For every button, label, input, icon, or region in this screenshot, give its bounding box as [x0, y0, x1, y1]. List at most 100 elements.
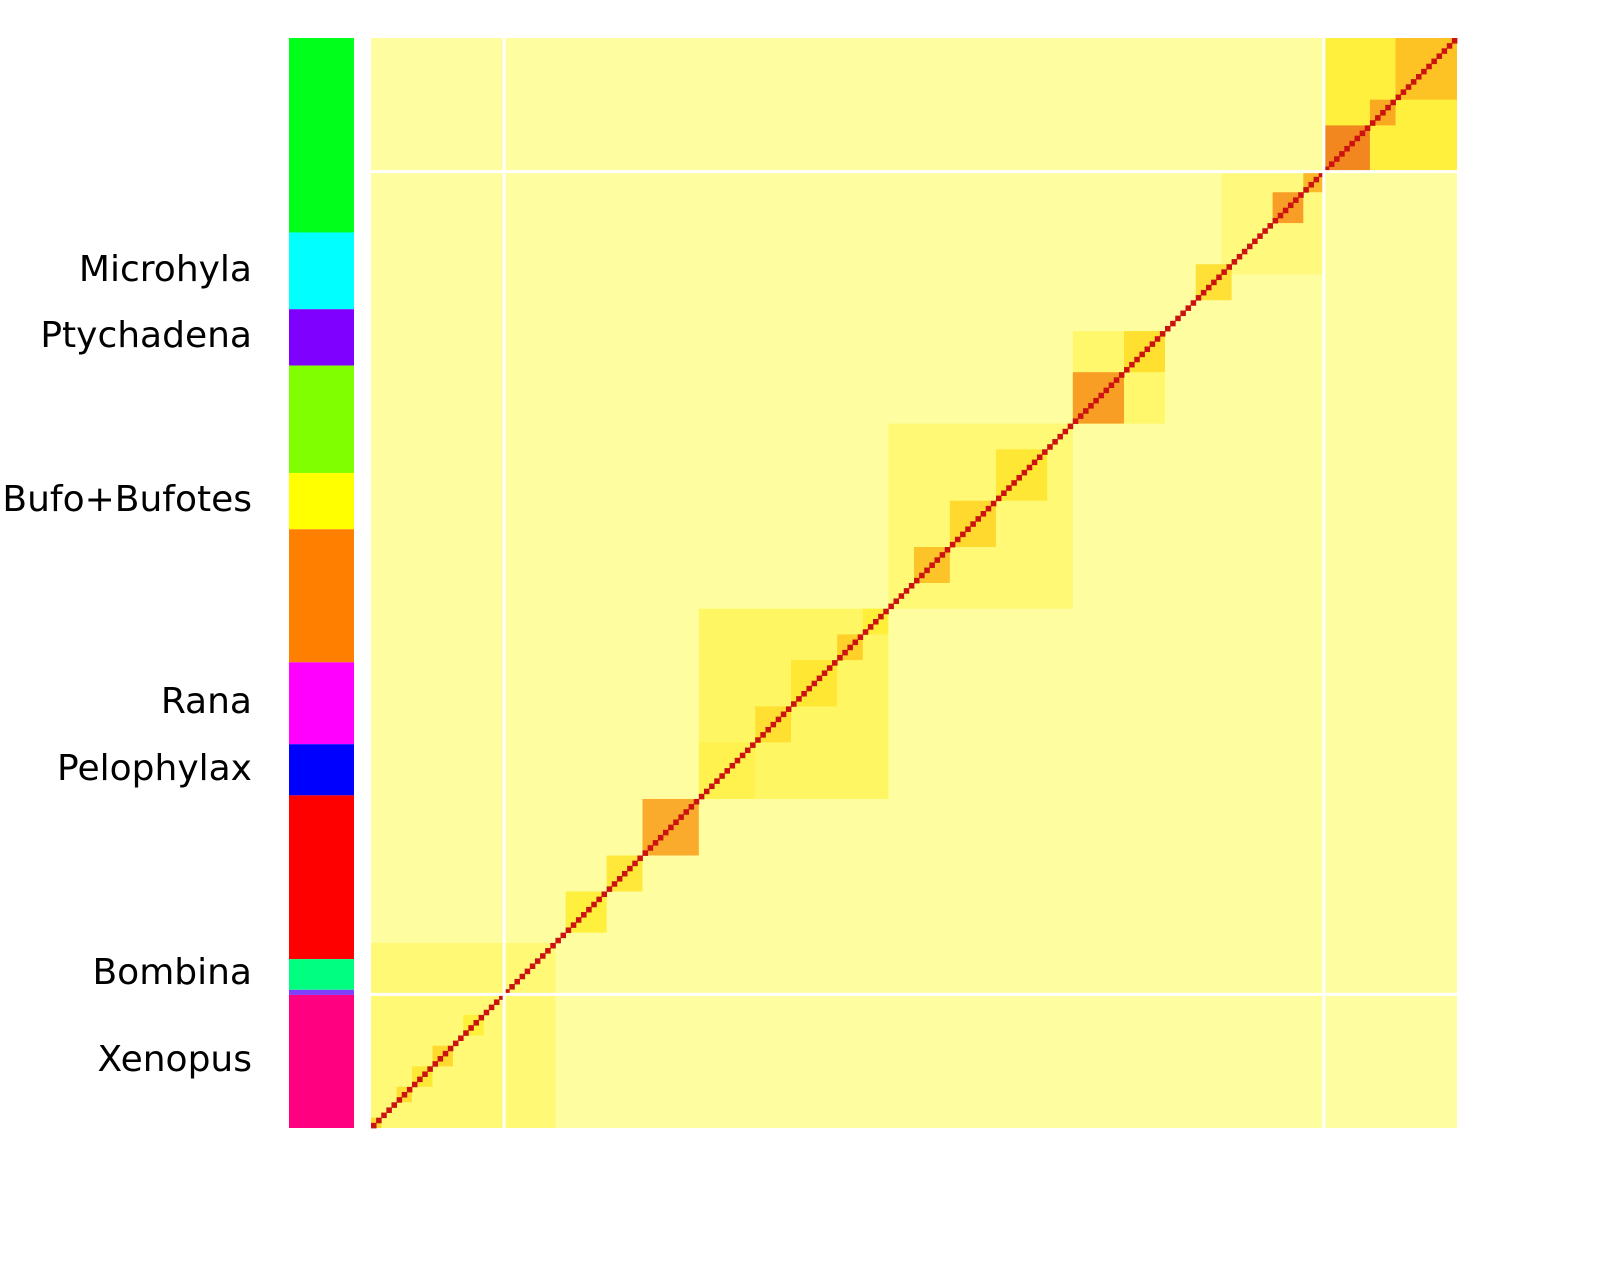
heatmap-diagonal-cell	[555, 937, 561, 944]
heatmap-diagonal-cell	[376, 1117, 382, 1124]
heatmap-diagonal-cell	[821, 670, 828, 676]
heatmap-diagonal-cell	[468, 1025, 474, 1031]
heatmap-diagonal-cell	[883, 608, 889, 615]
heatmap-diagonal-cell	[729, 762, 736, 769]
heatmap-diagonal-cell	[427, 1066, 433, 1072]
heatmap-diagonal-cell	[744, 747, 751, 754]
heatmap-diagonal-cell	[1124, 367, 1130, 373]
heatmap-diagonal-cell	[1446, 43, 1453, 49]
heatmap-diagonal-cell	[1226, 264, 1233, 270]
heatmap-diagonal-cell	[678, 814, 684, 820]
heatmap-diagonal-cell	[519, 973, 526, 980]
heatmap-diagonal-cell	[606, 886, 613, 892]
heatmap-diagonal-cell	[668, 824, 674, 831]
heatmap-diagonal-cell	[381, 1112, 387, 1119]
heatmap-diagonal-cell	[642, 850, 649, 856]
heatmap-diagonal-cell	[632, 860, 638, 867]
heatmap-diagonal-cell	[601, 891, 608, 898]
heatmap-diagonal-cell	[1221, 269, 1227, 275]
heatmap-separators	[371, 38, 1457, 1128]
heatmap-diagonal-cell	[755, 737, 761, 743]
group-label: Rana	[160, 681, 252, 723]
heatmap-diagonal-cell	[1349, 140, 1355, 147]
heatmap-diagonal-cell	[714, 778, 720, 784]
heatmap-diagonal-cell	[934, 557, 941, 563]
heatmap-diagonal-cell	[1252, 238, 1258, 245]
heatmap-diagonal-cell	[652, 840, 659, 846]
heatmap-diagonal	[371, 38, 1458, 1129]
heatmap-diagonal-cell	[1216, 274, 1222, 281]
group-bar-segment	[289, 309, 354, 366]
heatmap-diagonal-cell	[683, 809, 690, 815]
group-bar-segment	[289, 662, 354, 745]
heatmap-diagonal-cell	[1426, 63, 1432, 70]
heatmap-diagonal-cell	[1385, 104, 1391, 111]
heatmap-diagonal-cell	[1042, 449, 1048, 455]
heatmap-diagonal-cell	[1400, 89, 1407, 95]
heatmap-diagonal-cell	[816, 675, 823, 682]
heatmap-diagonal-cell	[791, 701, 797, 707]
heatmap-diagonal-cell	[1072, 418, 1079, 425]
heatmap-diagonal-cell	[750, 742, 756, 748]
heatmap-diagonal-cell	[1272, 217, 1279, 224]
heatmap-diagonal-cell	[499, 994, 505, 1000]
heatmap-diagonal-cell	[975, 516, 981, 522]
heatmap-diagonal-cell	[765, 726, 771, 733]
heatmap-diagonal-cell	[1190, 300, 1197, 306]
heatmap-diagonal-cell	[734, 757, 741, 764]
heatmap-diagonal-cell	[1318, 171, 1325, 178]
heatmap-diagonal-cell	[852, 639, 859, 646]
heatmap-diagonal-cell	[529, 963, 536, 970]
heatmap-diagonal-cell	[760, 732, 766, 738]
heatmap-diagonal-cell	[371, 1122, 377, 1129]
heatmap-diagonal-cell	[1354, 135, 1361, 142]
heatmap-diagonal-cell	[473, 1020, 479, 1026]
heatmap-diagonal-cell	[1118, 372, 1125, 378]
heatmap-diagonal-cell	[570, 922, 577, 928]
group-label: Ptychadena	[40, 315, 252, 357]
group-label: Pelophylax	[57, 747, 252, 789]
heatmap-diagonal-cell	[1246, 243, 1253, 250]
heatmap-diagonal-cell	[1236, 253, 1243, 260]
heatmap-diagonal-cell	[1293, 197, 1299, 203]
heatmap-diagonal-cell	[1088, 403, 1094, 409]
heatmap-diagonal-cell	[1129, 361, 1135, 368]
heatmap-diagonal-cell	[990, 500, 997, 507]
heatmap-diagonal-cell	[616, 876, 623, 882]
heatmap-diagonal-cell	[898, 593, 905, 599]
heatmap-diagonal-cell	[837, 654, 843, 661]
group-bar-segment	[289, 529, 354, 663]
heatmap-diagonal-cell	[1334, 156, 1340, 162]
heatmap-diagonal-cell	[1287, 202, 1294, 209]
heatmap-diagonal-cell	[724, 768, 730, 774]
heatmap-diagonal-cell	[1165, 325, 1171, 332]
heatmap-diagonal-cell	[873, 618, 879, 625]
heatmap-diagonal-cell	[1282, 207, 1289, 214]
heatmap-diagonal-cell	[504, 989, 510, 995]
heatmap-diagonal-cell	[483, 1009, 490, 1016]
heatmap-diagonal-cell	[1062, 428, 1069, 435]
heatmap-diagonal-cell	[1410, 79, 1417, 85]
heatmap-diagonal-cell	[944, 547, 951, 553]
heatmap-diagonal-cell	[581, 912, 587, 918]
heatmap-diagonal-cell	[709, 783, 715, 790]
heatmap-diagonal-cell	[1021, 469, 1028, 476]
heatmap-diagonal-cell	[386, 1107, 392, 1113]
heatmap-diagonal-cell	[622, 870, 628, 877]
heatmap-diagonal-cell	[862, 629, 869, 635]
heatmap-diagonal-cell	[560, 932, 567, 939]
heatmap-diagonal-cell	[1185, 305, 1192, 311]
heatmap-diagonal-cell	[1195, 295, 1202, 301]
heatmap-diagonal-cell	[1257, 233, 1263, 239]
heatmap-diagonal-cell	[1103, 387, 1110, 394]
heatmap-diagonal-cell	[1067, 423, 1074, 430]
heatmap-diagonal-cell	[1390, 99, 1396, 106]
heatmap-diagonal-cell	[1170, 320, 1176, 327]
heatmap-diagonal-cell	[1344, 145, 1350, 152]
heatmap-diagonal-cell	[1277, 212, 1284, 219]
heatmap-diagonal-cell	[924, 567, 930, 574]
heatmap-diagonal-cell	[1205, 284, 1212, 291]
heatmap-diagonal-cell	[447, 1045, 454, 1052]
heatmap-diagonal-cell	[1441, 48, 1448, 54]
